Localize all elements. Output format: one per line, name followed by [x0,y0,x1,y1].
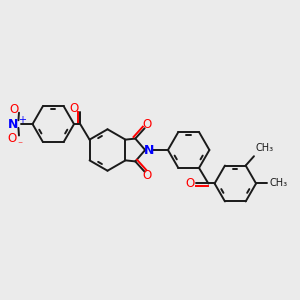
Text: CH₃: CH₃ [256,143,274,154]
Text: N: N [8,118,18,130]
Text: N: N [144,143,154,157]
Text: ⁻: ⁻ [17,140,22,150]
Text: O: O [142,169,152,182]
Text: O: O [8,132,17,145]
Text: O: O [69,102,78,115]
Text: CH₃: CH₃ [269,178,287,188]
Text: +: + [18,115,26,125]
Text: O: O [186,177,195,190]
Text: O: O [142,118,152,131]
Text: O: O [9,103,18,116]
